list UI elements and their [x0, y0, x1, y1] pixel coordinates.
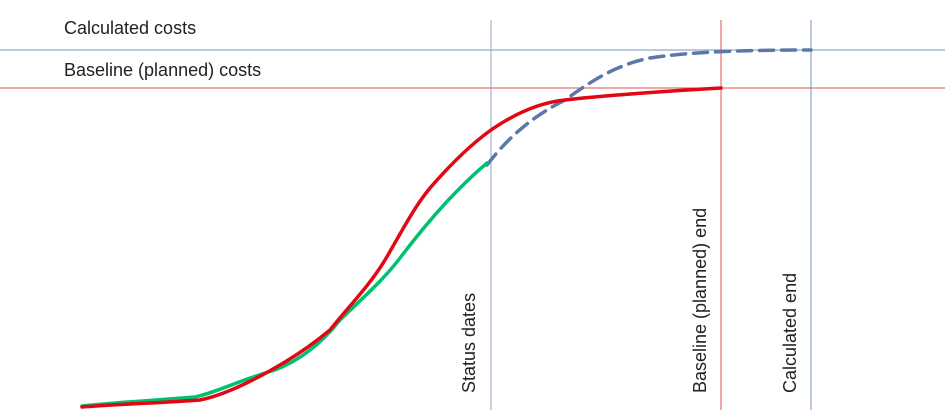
actual-cost-curve	[80, 161, 489, 408]
calculated-costs-label: Calculated costs	[64, 18, 196, 38]
status-dates-label: Status dates	[459, 293, 479, 393]
baseline-costs-label: Baseline (planned) costs	[64, 60, 261, 80]
baseline-end-label: Baseline (planned) end	[690, 208, 710, 393]
calculated-end-label: Calculated end	[780, 273, 800, 393]
baseline-cost-curve	[80, 86, 723, 409]
forecast-cost-curve	[485, 48, 813, 167]
